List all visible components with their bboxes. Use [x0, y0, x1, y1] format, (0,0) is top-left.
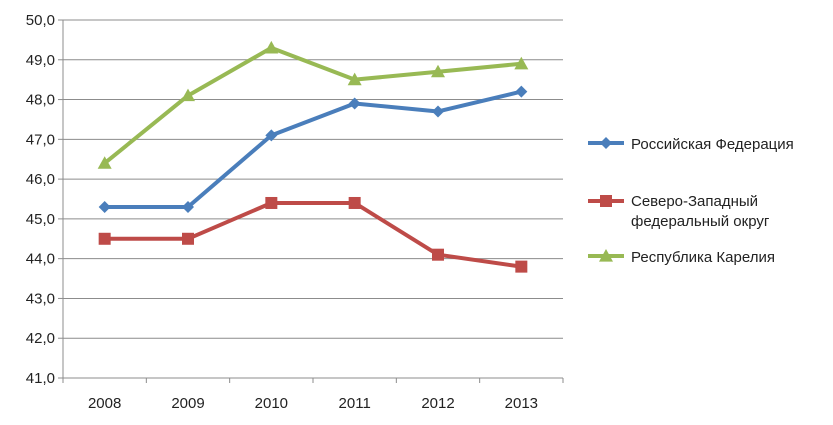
axes	[62, 20, 563, 379]
data-point	[264, 40, 279, 54]
x-tick-label: 2013	[505, 395, 538, 412]
data-point	[347, 72, 362, 86]
data-point	[182, 232, 194, 245]
legend-item: Северо-Западный федеральный округ	[588, 193, 770, 230]
legend-label: федеральный округ	[631, 213, 770, 230]
legend-item: Республика Карелия	[588, 249, 775, 266]
legend-swatch-marker	[600, 195, 612, 207]
x-tick-label: 2011	[339, 395, 371, 412]
data-point	[265, 129, 278, 142]
legend-swatch-marker	[599, 249, 613, 262]
data-point	[348, 97, 361, 110]
legend-swatch-marker	[600, 137, 612, 149]
series-line	[103, 45, 522, 165]
legend-label: Республика Карелия	[631, 249, 775, 266]
data-point	[181, 88, 195, 102]
data-point	[98, 232, 111, 245]
data-point	[265, 196, 278, 209]
series-1	[98, 85, 528, 213]
y-tick-label: 50,0	[26, 12, 55, 29]
legend-item: Российская Федерация	[588, 136, 794, 153]
data-point	[98, 200, 111, 213]
y-tick-label: 42,0	[26, 330, 55, 347]
y-tick-label: 45,0	[26, 211, 55, 228]
data-point	[515, 260, 528, 273]
series-layer	[97, 40, 529, 273]
y-axis-ticks: 41,0 42,0 43,0 44,0 45,0 46,0 47,0 48,0 49,0 50,0	[26, 12, 63, 387]
y-tick-label: 48,0	[26, 92, 55, 109]
data-point	[432, 248, 444, 261]
y-tick-label: 44,0	[26, 251, 55, 268]
data-point	[432, 105, 444, 118]
data-point	[97, 156, 112, 169]
data-point	[431, 64, 445, 78]
legend-label: Российская Федерация	[631, 136, 794, 153]
data-point	[514, 56, 529, 70]
y-tick-label: 46,0	[26, 171, 55, 188]
x-axis-ticks: 2008 2009 2010 2011 2012 2013	[62, 378, 564, 412]
x-tick-label: 2008	[88, 395, 121, 412]
y-tick-label: 43,0	[26, 290, 55, 307]
series-line	[104, 200, 522, 269]
grid-lines	[63, 19, 563, 339]
data-point	[348, 196, 361, 209]
x-tick-label: 2012	[421, 395, 454, 412]
data-point	[182, 200, 194, 213]
series-2	[98, 196, 528, 273]
series-3	[97, 40, 529, 169]
legend-label: Северо-Западный	[631, 193, 758, 210]
y-tick-label: 47,0	[26, 131, 55, 148]
series-line	[104, 89, 522, 209]
x-tick-label: 2009	[171, 395, 204, 412]
y-tick-label: 49,0	[26, 52, 55, 69]
x-tick-label: 2010	[255, 395, 288, 412]
legend: Российская Федерация Северо-Западный федер…	[588, 136, 794, 266]
data-point	[515, 85, 528, 98]
y-tick-label: 41,0	[26, 370, 55, 387]
